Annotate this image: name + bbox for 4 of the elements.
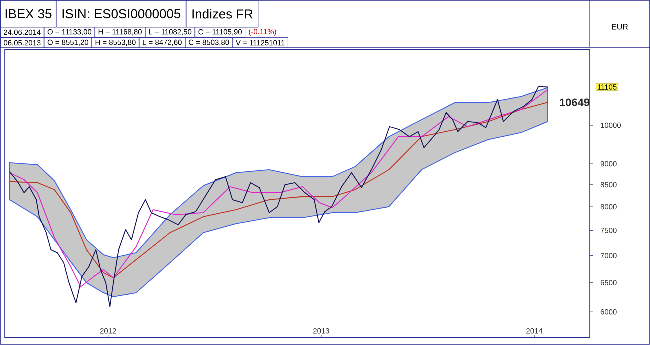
chart-subtitle: ISIN: ES0SI0000005	[62, 9, 181, 19]
text: Indizes FR	[192, 9, 253, 19]
data-label: 10649	[560, 98, 590, 106]
chart-title: IBEX 35	[6, 9, 52, 19]
